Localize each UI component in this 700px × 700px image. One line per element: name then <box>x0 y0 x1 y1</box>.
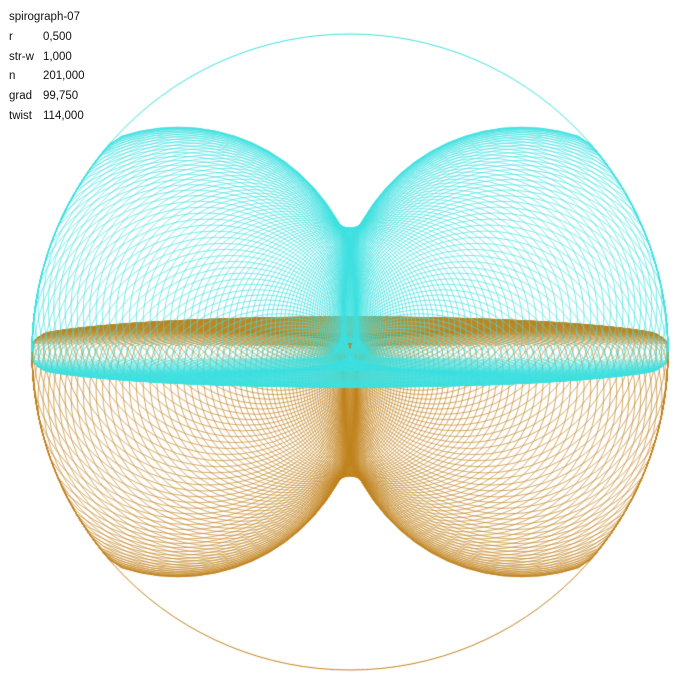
param-label: r <box>9 30 13 43</box>
param-row-r: r 0,500 <box>9 28 85 48</box>
param-label: grad <box>9 90 33 103</box>
param-value: 114,000 <box>43 109 84 122</box>
param-label: str-w <box>9 50 34 63</box>
param-value: 1,000 <box>43 50 72 63</box>
param-row-grad: grad 99,750 <box>9 87 85 107</box>
param-value: 99,750 <box>43 90 79 103</box>
param-value: 0,500 <box>43 30 72 43</box>
parameter-panel: spirograph-07 r 0,500 str-w 1,000 n 201,… <box>9 8 85 127</box>
param-label: n <box>9 70 16 83</box>
param-row-str-w: str-w 1,000 <box>9 48 85 68</box>
param-row-n: n 201,000 <box>9 67 85 87</box>
param-value: 201,000 <box>43 70 85 83</box>
sketch-title: spirograph-07 <box>9 11 80 23</box>
param-label: twist <box>9 109 32 122</box>
param-row-twist: twist 114,000 <box>9 107 85 127</box>
